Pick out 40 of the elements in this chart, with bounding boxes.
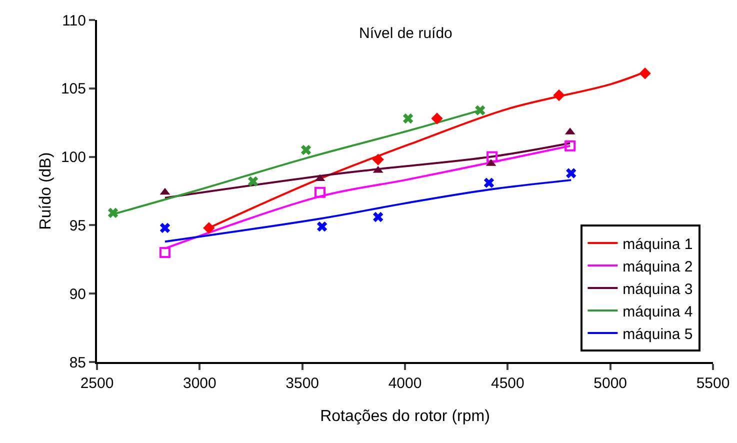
y-tick-label: 95: [69, 217, 86, 234]
y-tick-label: 100: [60, 149, 86, 166]
point: [159, 247, 170, 258]
point: [475, 105, 486, 116]
y-tick-label: 90: [69, 286, 86, 303]
point: [553, 89, 565, 102]
point: [300, 144, 312, 156]
point: [486, 151, 498, 162]
point: [316, 221, 328, 232]
legend-label: máquina 4: [622, 303, 693, 320]
y-tick-label: 85: [69, 354, 86, 372]
x-tick-label: 3000: [182, 375, 216, 392]
point: [566, 168, 576, 178]
chart-title: Nível de ruído: [359, 25, 452, 42]
point: [248, 176, 258, 187]
point: [639, 68, 651, 80]
point: [373, 212, 384, 222]
point: [314, 186, 326, 198]
x-tick-label: 5500: [696, 375, 730, 392]
legend-label: máquina 5: [622, 326, 693, 343]
x-tick-label: 2500: [80, 375, 114, 392]
point: [203, 222, 215, 234]
legend-label: máquina 2: [622, 258, 693, 276]
point: [564, 140, 576, 152]
y-axis-title: Ruído (dB): [37, 152, 54, 230]
x-tick-label: 4000: [388, 375, 422, 392]
point: [372, 154, 384, 166]
point: [431, 112, 443, 124]
point: [402, 113, 414, 124]
legend-label: máquina 3: [622, 280, 693, 298]
x-tick-label: 3500: [286, 375, 320, 392]
y-tick-label: 110: [62, 12, 86, 30]
point: [484, 178, 494, 188]
y-tick-label: 105: [60, 80, 86, 98]
point: [160, 222, 170, 234]
x-tick-label: 4500: [490, 375, 524, 392]
x-axis-title: Rotações do rotor (rpm): [320, 408, 490, 425]
legend-label: máquina 1: [622, 236, 693, 253]
point: [108, 208, 118, 218]
x-tick-label: 5000: [594, 375, 628, 392]
